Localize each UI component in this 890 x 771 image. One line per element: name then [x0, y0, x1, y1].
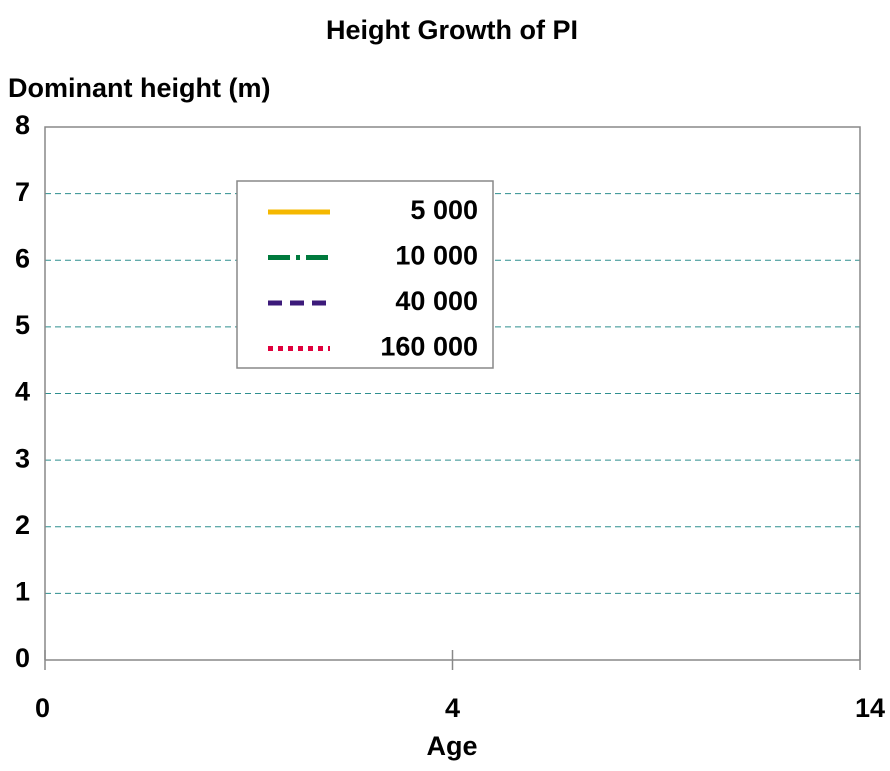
chart-title: Height Growth of PI: [326, 15, 578, 45]
legend-label: 10 000: [395, 241, 478, 271]
y-tick-label: 8: [15, 110, 30, 140]
y-tick-label: 0: [15, 643, 30, 673]
x-tick-label: 0: [35, 693, 50, 723]
legend-box: [236, 180, 494, 369]
legend: 5 000 10 000 40 000 160 000: [236, 180, 494, 369]
y-tick-label: 5: [15, 310, 30, 340]
legend-label: 160 000: [380, 332, 478, 362]
y-tick-label: 3: [15, 443, 30, 473]
legend-label: 40 000: [395, 286, 478, 316]
y-tick-label: 1: [15, 577, 30, 607]
y-tick-label: 7: [15, 177, 30, 207]
y-tick-label: 6: [15, 243, 30, 273]
x-tick-label: 4: [445, 693, 460, 723]
y-tick-label: 2: [15, 510, 30, 540]
y-axis-label: Dominant height (m): [8, 73, 270, 103]
x-axis-label: Age: [426, 731, 477, 761]
x-tick-label: 14: [855, 693, 885, 723]
y-tick-label: 4: [15, 377, 30, 407]
plot-border: [44, 126, 861, 660]
legend-label: 5 000: [410, 195, 478, 225]
